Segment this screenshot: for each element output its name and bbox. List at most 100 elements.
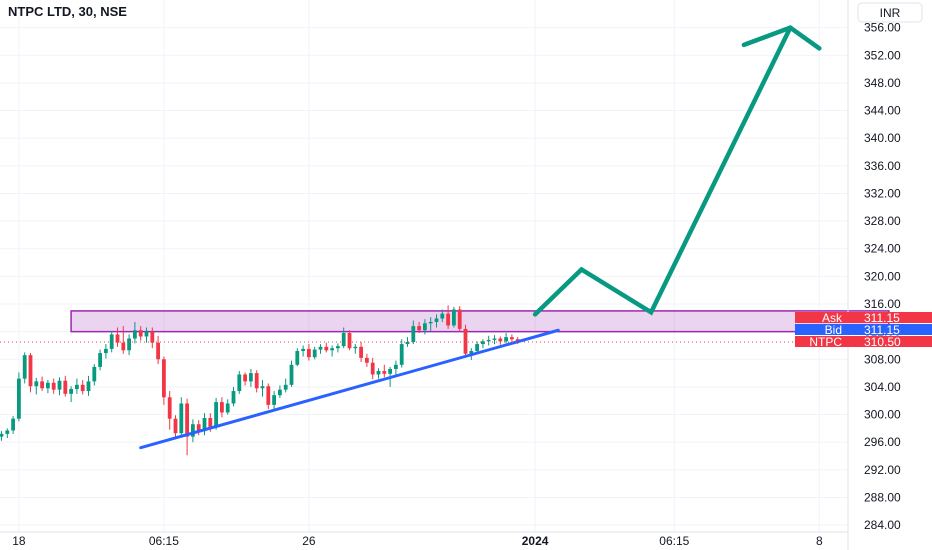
y-tick-label: 292.00 — [864, 463, 901, 477]
x-tick-label: 26 — [302, 534, 316, 548]
candle-body — [382, 371, 387, 374]
candle — [295, 348, 300, 367]
candle-body — [86, 381, 91, 392]
candle — [34, 377, 39, 395]
candle — [17, 372, 21, 422]
candle — [457, 306, 462, 332]
x-tick-label: 06:15 — [149, 534, 179, 548]
candle-body — [452, 309, 456, 326]
candle-body — [0, 433, 4, 437]
candle — [382, 364, 387, 378]
price-tag-value: 311.15 — [864, 311, 900, 325]
candle — [51, 378, 56, 394]
y-tick-label: 316.00 — [864, 297, 901, 311]
candle — [394, 360, 398, 376]
candle — [98, 349, 102, 371]
candle-body — [5, 430, 10, 434]
candle-body — [301, 348, 305, 351]
candle — [133, 321, 137, 344]
candle — [452, 306, 456, 328]
candle-body — [417, 326, 421, 331]
candle-body — [225, 403, 230, 413]
candle-body — [498, 338, 503, 342]
candle — [481, 339, 485, 349]
candle — [40, 376, 44, 392]
y-tick-label: 300.00 — [864, 408, 901, 422]
candle — [289, 360, 294, 387]
candle-body — [272, 395, 276, 405]
candles — [0, 305, 520, 456]
candle — [167, 391, 172, 430]
x-tick-label: 2024 — [522, 534, 549, 548]
currency-button[interactable]: INR — [857, 2, 923, 23]
candle-body — [127, 338, 131, 351]
projection-arrowhead[interactable] — [741, 25, 822, 51]
y-tick-label: 356.00 — [864, 21, 901, 35]
candle — [144, 327, 149, 343]
candle-body — [394, 364, 398, 369]
candle — [312, 346, 317, 360]
candle-body — [22, 355, 27, 379]
price-tag-value-bg — [848, 324, 932, 335]
resistance-zone[interactable] — [70, 310, 890, 333]
price-tag-label: Ask — [822, 311, 843, 325]
candle-body — [307, 348, 311, 358]
x-tick-labels: 18 06:15 26 2024 06:15 8 — [12, 534, 823, 548]
projection-path[interactable] — [532, 25, 793, 317]
y-tick-label: 340.00 — [864, 131, 901, 145]
candle-body — [428, 321, 433, 324]
candle — [162, 356, 166, 405]
candle — [359, 342, 363, 363]
price-tag: NTPC 310.50 — [795, 335, 932, 349]
candle — [307, 344, 311, 361]
candle-body — [28, 355, 33, 387]
candle-body — [179, 403, 184, 434]
candle-body — [185, 403, 189, 437]
candle-body — [109, 334, 114, 349]
candle-body — [46, 382, 50, 389]
candle-body — [295, 350, 300, 365]
y-tick-label: 304.00 — [864, 380, 901, 394]
candle — [486, 335, 491, 346]
candle-body — [162, 359, 166, 398]
candle — [237, 371, 242, 394]
candle-body — [63, 380, 68, 394]
candle-body — [69, 388, 73, 394]
candle — [365, 353, 369, 367]
price-axis[interactable] — [0, 0, 849, 550]
candle — [434, 314, 439, 328]
support-trendline[interactable] — [139, 328, 560, 450]
candle-body — [318, 346, 323, 350]
candle-body — [486, 339, 491, 342]
candle-body — [133, 330, 137, 339]
candle — [492, 335, 497, 345]
candle — [185, 398, 189, 456]
candle-body — [138, 330, 143, 337]
candle — [11, 415, 15, 434]
candle — [249, 368, 253, 387]
candle-body — [156, 342, 160, 360]
candle — [341, 327, 346, 349]
y-tick-label: 308.00 — [864, 352, 901, 366]
candle — [370, 357, 375, 380]
candle-body — [365, 357, 369, 363]
candle-body — [214, 402, 218, 428]
candle — [57, 377, 62, 396]
candle — [138, 326, 143, 341]
y-tick-label: 336.00 — [864, 159, 901, 173]
resistance-zone-layer — [70, 310, 890, 333]
candle-body — [40, 381, 44, 389]
price-tags: Ask 311.15 Bid 311.15 NTPC 310.50 — [795, 311, 932, 349]
candle-body — [504, 337, 508, 342]
candle-body — [278, 389, 282, 396]
y-tick-label: 296.00 — [864, 435, 901, 449]
y-tick-label: 324.00 — [864, 242, 901, 256]
candle-body — [423, 323, 427, 331]
candle — [214, 397, 218, 430]
candle — [254, 370, 259, 393]
candle-body — [463, 328, 468, 354]
candle-body — [51, 382, 56, 390]
candle — [353, 344, 358, 354]
x-tick-label: 18 — [12, 534, 26, 548]
